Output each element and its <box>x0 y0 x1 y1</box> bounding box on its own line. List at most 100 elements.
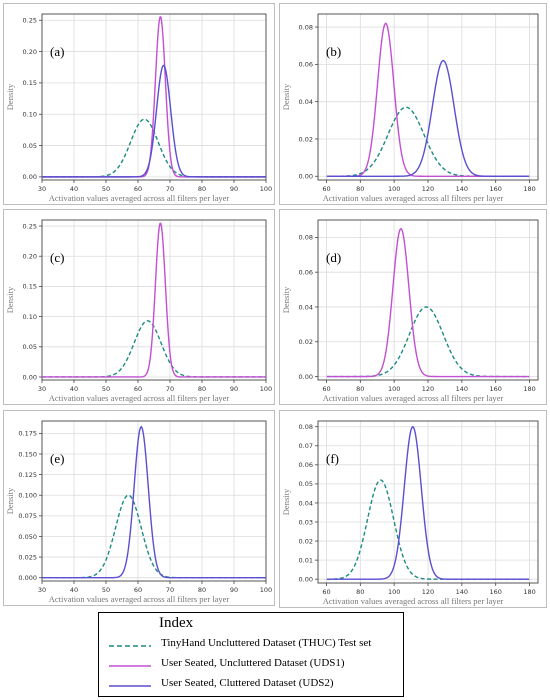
x-tick-label: 120 <box>422 588 434 596</box>
x-tick-label: 80 <box>198 586 206 594</box>
y-tick-label: 0.00 <box>299 173 313 181</box>
y-tick-label: 0.00 <box>299 575 313 583</box>
x-axis-label: Activation values averaged across all fi… <box>323 193 504 203</box>
plot-frame <box>41 219 267 381</box>
legend-swatch-thuc <box>109 645 151 647</box>
y-tick-label: 0.10 <box>23 111 37 119</box>
x-tick-label: 60 <box>134 185 142 193</box>
panel-label: (e) <box>50 451 64 466</box>
panel-label: (a) <box>50 44 64 59</box>
y-axis-label: Density <box>281 83 291 110</box>
y-tick-label: 0.03 <box>299 518 313 526</box>
panel-label: (f) <box>326 451 339 466</box>
x-tick-label: 50 <box>102 385 110 393</box>
legend-label-uds2: User Seated, Cluttered Dataset (UDS2) <box>161 677 334 689</box>
y-tick-label: 0.075 <box>18 512 37 520</box>
x-tick-label: 80 <box>198 185 206 193</box>
plot-frame <box>41 13 267 181</box>
x-tick-label: 60 <box>322 185 330 193</box>
x-tick-label: 90 <box>230 586 238 594</box>
y-tick-label: 0.000 <box>18 574 37 582</box>
y-tick-label: 0.04 <box>299 98 313 106</box>
panel-label: (d) <box>326 250 341 265</box>
y-tick-label: 0.10 <box>23 313 37 321</box>
x-tick-label: 100 <box>388 185 400 193</box>
x-tick-label: 180 <box>523 588 535 596</box>
x-tick-label: 30 <box>38 586 46 594</box>
plot-frame <box>41 420 267 582</box>
series-line-uds2 <box>42 64 266 178</box>
x-tick-label: 180 <box>523 185 535 193</box>
x-tick-label: 80 <box>356 185 364 193</box>
series-line-thuc <box>42 320 266 378</box>
chart-panel-a: 30 40 50 60 70 80 90 100 0.00 0.05 0.10 0.15 0.20 0.2… <box>3 3 275 205</box>
x-tick-label: 40 <box>70 185 78 193</box>
x-tick-label: 120 <box>422 185 434 193</box>
legend-swatch-uds2 <box>109 685 151 687</box>
chart-panel-f: 60 80 100 120 140 160 180 0.00 0.01 0.02 0.03 0.04 0… <box>279 410 547 608</box>
plot-frame <box>317 219 539 381</box>
x-axis-label: Activation values averaged across all fi… <box>49 594 230 604</box>
legend-title: Index <box>159 615 194 631</box>
x-tick-label: 90 <box>230 385 238 393</box>
x-tick-label: 30 <box>38 185 46 193</box>
chart-svg: 60 80 100 120 140 160 180 0.00 0.02 0.04 0.06 0.08 (… <box>281 13 539 203</box>
y-tick-label: 0.125 <box>18 471 37 479</box>
y-tick-label: 0.050 <box>18 533 37 541</box>
x-tick-label: 100 <box>260 185 272 193</box>
y-tick-label: 0.05 <box>23 343 37 351</box>
chart-svg: 30 40 50 60 70 80 90 100 0.00 0.05 0.10 0.15 0.20 0.2… <box>5 13 272 203</box>
legend-label-thuc: TinyHand Uncluttered Dataset (THUC) Test… <box>161 637 372 649</box>
chart-panel-c: 30 40 50 60 70 80 90 100 0.00 0.05 0.10 0.15 0.20 0.2… <box>3 209 275 405</box>
x-axis-label: Activation values averaged across all fi… <box>49 193 230 203</box>
legend-entry-uds2: User Seated, Cluttered Dataset (UDS2) <box>107 677 399 695</box>
plot-frame <box>317 420 539 584</box>
y-tick-label: 0.20 <box>23 253 37 261</box>
y-tick-label: 0.00 <box>299 373 313 381</box>
legend-entry-thuc: TinyHand Uncluttered Dataset (THUC) Test… <box>107 637 399 655</box>
legend-label-uds1: User Seated, Uncluttered Dataset (UDS1) <box>161 657 345 669</box>
y-tick-label: 0.02 <box>299 537 313 545</box>
y-tick-label: 0.05 <box>23 142 37 150</box>
chart-panel-e: 30 40 50 60 70 80 90 100 0.000 0.025 0.050 0.075 0.1… <box>3 410 275 606</box>
y-tick-label: 0.00 <box>23 173 37 181</box>
chart-svg: 30 40 50 60 70 80 90 100 0.000 0.025 0.050 0.075 0.1… <box>5 420 272 604</box>
y-axis-label: Density <box>281 286 291 313</box>
x-tick-label: 60 <box>322 588 330 596</box>
series-line-uds2 <box>42 425 266 579</box>
x-tick-label: 160 <box>489 385 501 393</box>
x-tick-label: 30 <box>38 385 46 393</box>
y-tick-label: 0.04 <box>299 499 313 507</box>
x-tick-label: 80 <box>356 385 364 393</box>
y-tick-label: 0.00 <box>23 373 37 381</box>
y-tick-label: 0.175 <box>18 430 37 438</box>
y-tick-label: 0.08 <box>299 234 313 242</box>
y-tick-label: 0.07 <box>299 442 313 450</box>
y-tick-label: 0.150 <box>18 450 37 458</box>
x-tick-label: 120 <box>422 385 434 393</box>
x-tick-label: 60 <box>322 385 330 393</box>
panel-label: (c) <box>50 250 64 265</box>
chart-panel-b: 60 80 100 120 140 160 180 0.00 0.02 0.04 0.06 0.08 (… <box>279 3 547 205</box>
y-tick-label: 0.04 <box>299 303 313 311</box>
x-tick-label: 140 <box>456 385 468 393</box>
y-tick-label: 0.05 <box>299 480 313 488</box>
chart-svg: 60 80 100 120 140 160 180 0.00 0.01 0.02 0.03 0.04 0… <box>281 420 539 606</box>
x-tick-label: 50 <box>102 586 110 594</box>
y-tick-label: 0.025 <box>18 553 37 561</box>
x-tick-label: 40 <box>70 385 78 393</box>
x-tick-label: 100 <box>388 588 400 596</box>
series-line-uds1 <box>42 222 266 378</box>
x-tick-label: 50 <box>102 185 110 193</box>
panel-label: (b) <box>326 44 341 59</box>
x-tick-label: 100 <box>260 586 272 594</box>
y-axis-label: Density <box>5 83 15 110</box>
plot-frame <box>317 13 539 181</box>
x-axis-label: Activation values averaged across all fi… <box>49 393 230 403</box>
y-tick-label: 0.15 <box>23 283 37 291</box>
x-tick-label: 80 <box>198 385 206 393</box>
x-tick-label: 90 <box>230 185 238 193</box>
y-tick-label: 0.06 <box>299 61 313 69</box>
y-axis-label: Density <box>5 487 15 514</box>
y-axis-label: Density <box>5 286 15 313</box>
